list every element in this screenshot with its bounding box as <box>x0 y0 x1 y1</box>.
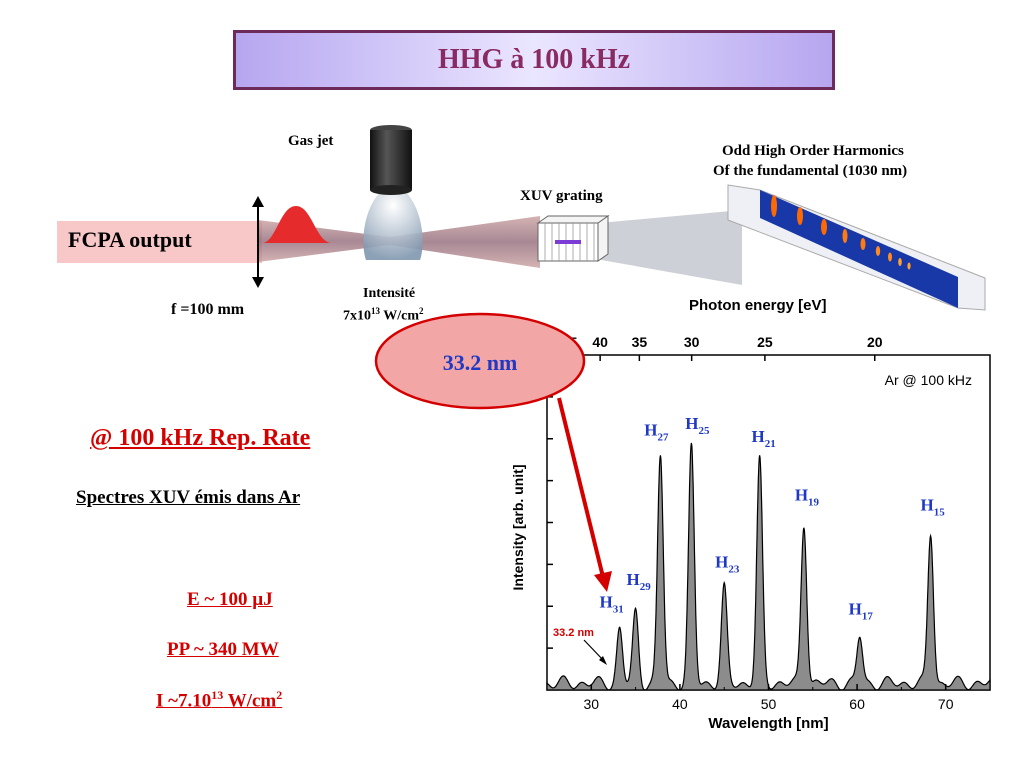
top-tick-label: 40 <box>592 334 608 350</box>
diverging-beam <box>390 216 540 268</box>
energy-label: E ~ 100 µJ <box>187 589 273 610</box>
peak-annotation: 33.2 nm <box>553 627 594 639</box>
xuv-grating <box>536 215 610 262</box>
x-axis-title: Wavelength [nm] <box>708 715 828 732</box>
top-tick-label: 30 <box>684 334 700 350</box>
annotation-pointer <box>583 639 605 662</box>
spectres-label: Spectres XUV émis dans Ar <box>76 487 301 508</box>
xuv-grating-label: XUV grating <box>520 188 603 204</box>
harmonics-detector <box>727 184 986 311</box>
focal-length-label: f =100 mm <box>171 301 245 318</box>
rep-rate-heading: @ 100 kHz Rep. Rate <box>90 425 311 451</box>
title-banner: HHG à 100 kHz <box>233 30 835 90</box>
peak-power-label: PP ~ 340 MW <box>167 639 279 660</box>
page-title: HHG à 100 kHz <box>437 44 631 75</box>
top-tick-label: 25 <box>757 334 773 350</box>
top-tick-label: 20 <box>867 334 883 350</box>
top-tick-label: 35 <box>632 334 648 350</box>
gas-nozzle <box>370 130 412 190</box>
x-tick-label: 30 <box>584 696 600 712</box>
photon-energy-axis-title: Photon energy [eV] <box>689 297 827 314</box>
gas-jet-label: Gas jet <box>288 133 334 149</box>
chart-title: Ar @ 100 kHz <box>885 372 972 388</box>
fcpa-band <box>57 221 262 263</box>
gas-plume <box>363 192 423 260</box>
nozzle-bottom <box>370 185 412 195</box>
x-tick-label: 70 <box>938 696 954 712</box>
setup-diagram <box>57 125 986 311</box>
annotation-arrow-icon <box>599 656 607 665</box>
x-tick-label: 40 <box>672 696 688 712</box>
plot-frame <box>546 354 991 691</box>
harmonics-label-line2: Of the fundamental (1030 nm) <box>713 163 908 179</box>
arrow-down-icon <box>252 277 264 288</box>
x-tick-label: 60 <box>849 696 865 712</box>
y-axis-title: Intensity [arb. unit] <box>510 465 526 591</box>
fcpa-output-label: FCPA output <box>68 227 192 252</box>
pulse-icon <box>262 206 332 243</box>
arrow-up-icon <box>252 196 264 207</box>
top-tick-label: 45 <box>562 334 578 350</box>
x-tick-label: 50 <box>761 696 777 712</box>
intensity-summary-label: I ~7.1013 W/cm2 <box>156 688 283 712</box>
intensity-label: Intensité <box>363 286 416 301</box>
harmonics-label-line1: Odd High Order Harmonics <box>722 143 904 159</box>
